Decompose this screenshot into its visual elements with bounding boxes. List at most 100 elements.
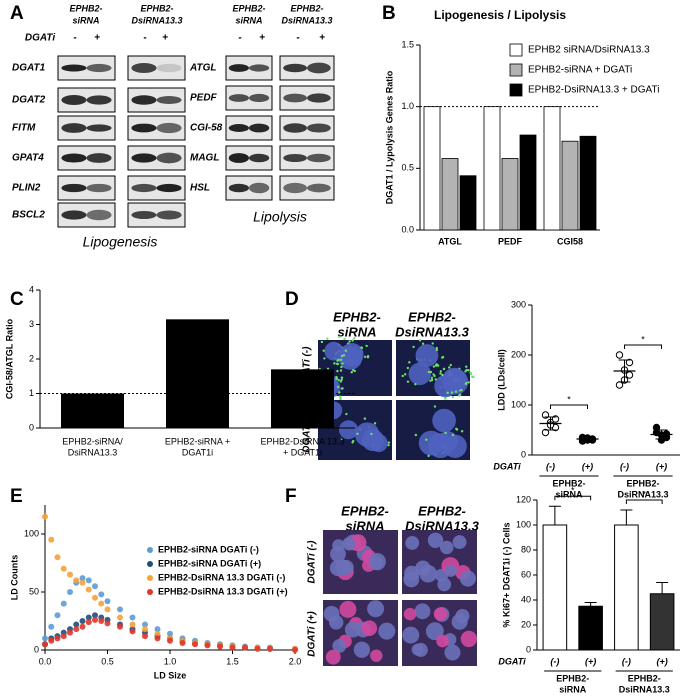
lipid-droplet — [439, 372, 442, 375]
blot-header: EPHB2- — [140, 3, 173, 13]
data-point — [129, 621, 136, 628]
y-tick-label: 0 — [521, 449, 526, 459]
data-point — [104, 598, 111, 605]
gene-label: ATGL — [189, 63, 216, 74]
lipid-droplet — [342, 354, 346, 357]
legend-marker — [147, 589, 153, 595]
y-tick-label: 120 — [516, 494, 531, 504]
gene-label: PEDF — [190, 93, 218, 104]
data-point — [85, 619, 92, 626]
lipid-droplet — [333, 362, 336, 365]
data-point — [85, 577, 92, 584]
nucleus — [444, 564, 457, 577]
lipid-droplet — [471, 375, 474, 379]
nucleus — [353, 641, 371, 658]
lipid-droplet — [459, 393, 462, 396]
significance-bracket — [625, 499, 663, 504]
bar — [441, 158, 459, 231]
micrograph-row-label: DGATi (+) — [307, 611, 318, 657]
lipid-droplet — [356, 432, 359, 435]
lipid-droplet — [429, 370, 433, 374]
bar — [483, 106, 501, 231]
nucleus — [415, 344, 439, 367]
data-point — [142, 626, 148, 633]
lipid-droplet — [448, 366, 451, 369]
y-tick-label: 2 — [29, 353, 34, 363]
legend-swatch — [509, 43, 523, 57]
group-label: siRNA — [555, 489, 583, 499]
lipid-droplet — [339, 358, 343, 362]
lipid-droplet — [320, 340, 324, 344]
treatment-sign: - — [73, 33, 77, 44]
lipid-droplet — [433, 405, 437, 408]
micrograph-header: DsiRNA13.3 — [405, 518, 479, 533]
gene-label: MAGL — [190, 153, 219, 164]
data-point — [79, 575, 86, 582]
blot-band — [283, 93, 307, 103]
y-tick-label: 0.5 — [401, 163, 414, 173]
bar — [166, 319, 229, 428]
lipid-droplet — [460, 430, 464, 433]
lipid-droplet — [454, 390, 458, 393]
lipid-droplet — [469, 372, 473, 376]
x-tick-label: 1.0 — [164, 656, 177, 666]
nucleus — [444, 644, 461, 661]
data-point — [625, 358, 634, 367]
lipid-droplet — [326, 337, 329, 340]
lipid-droplet — [351, 339, 354, 342]
blot-band — [61, 210, 87, 220]
x-tick-label: 0.5 — [101, 656, 114, 666]
x-tick-label: (+) — [656, 461, 667, 471]
panel-letter: C — [10, 289, 24, 310]
x-tick-label: DsiRNA13.3 — [68, 447, 118, 457]
y-axis-label: CGI-58/ATGL Ratio — [4, 318, 14, 399]
bar — [501, 158, 519, 231]
y-axis-label: LDD (LDs/cell) — [496, 349, 506, 411]
nucleus — [342, 537, 356, 551]
data-point — [98, 618, 105, 624]
blot-band — [228, 124, 250, 132]
legend-swatch — [509, 63, 523, 77]
group-label: siRNA — [559, 684, 587, 694]
nucleus — [329, 559, 347, 577]
treatment-sign: - — [296, 33, 300, 44]
lipid-droplet — [353, 337, 356, 340]
y-tick-label: 0 — [34, 644, 39, 654]
blot-band — [228, 94, 250, 102]
lipid-droplet — [435, 348, 439, 352]
treatment-sign: + — [259, 33, 265, 44]
legend-label: EPHB2-siRNA + DGATi — [528, 65, 632, 76]
gene-label: BSCL2 — [12, 210, 45, 221]
nucleus — [332, 539, 345, 552]
data-point — [79, 579, 86, 586]
legend-label: EPHB2-DsiRNA 13.3 DGATi (-) — [158, 572, 285, 582]
data-point — [117, 623, 123, 630]
treatment-label: DGATi — [498, 656, 526, 666]
lipid-droplet — [373, 422, 377, 425]
y-tick-label: 60 — [521, 569, 531, 579]
blot-band — [283, 63, 307, 73]
legend-swatch — [509, 83, 523, 97]
lipid-droplet — [348, 340, 351, 343]
blot-band — [86, 63, 112, 73]
data-point — [192, 641, 198, 648]
data-point — [98, 600, 105, 607]
bar — [542, 524, 568, 651]
blot-band — [307, 123, 331, 133]
y-tick-label: 0 — [526, 644, 531, 654]
panel-letter: D — [285, 289, 299, 310]
lipid-droplet — [439, 370, 443, 373]
data-point — [67, 629, 73, 636]
data-point — [67, 589, 73, 595]
blot-header: DsiRNA13.3 — [281, 15, 332, 25]
data-point — [73, 577, 80, 584]
gene-label: DGAT2 — [12, 95, 46, 106]
data-point — [117, 606, 123, 613]
legend-label: EPHB2 siRNA/DsiRNA13.3 — [528, 45, 650, 56]
y-tick-label: 20 — [521, 619, 531, 629]
data-point — [98, 591, 105, 598]
data-point — [54, 635, 61, 642]
group-label: EPHB2- — [556, 673, 589, 683]
gene-label: CGI-58 — [190, 123, 223, 134]
lipid-droplet — [350, 371, 353, 374]
